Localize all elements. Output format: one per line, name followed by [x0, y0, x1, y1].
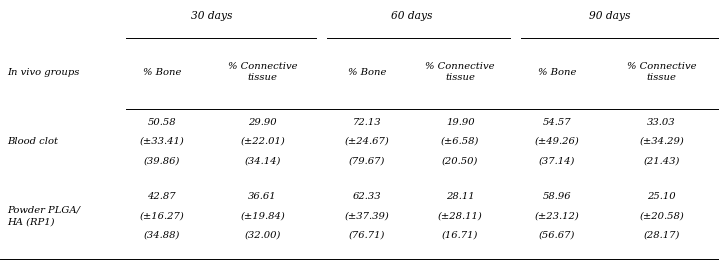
- Text: 19.90: 19.90: [446, 118, 475, 127]
- Text: 33.03: 33.03: [647, 118, 676, 127]
- Text: (56.67): (56.67): [539, 231, 575, 240]
- Text: (±24.67): (±24.67): [344, 137, 389, 146]
- Text: (±34.29): (±34.29): [639, 137, 684, 146]
- Text: % Bone: % Bone: [347, 68, 386, 77]
- Text: % Bone: % Bone: [142, 68, 181, 77]
- Text: (76.71): (76.71): [349, 231, 385, 240]
- Text: 58.96: 58.96: [543, 193, 572, 201]
- Text: 60 days: 60 days: [391, 11, 433, 21]
- Text: % Bone: % Bone: [538, 68, 577, 77]
- Text: Blood clot: Blood clot: [7, 137, 58, 146]
- Text: (32.00): (32.00): [244, 231, 280, 240]
- Text: (79.67): (79.67): [349, 156, 385, 165]
- Text: 36.61: 36.61: [248, 193, 277, 201]
- Text: 62.33: 62.33: [352, 193, 381, 201]
- Text: 28.11: 28.11: [446, 193, 475, 201]
- Text: (±23.12): (±23.12): [535, 212, 580, 221]
- Text: (21.43): (21.43): [644, 156, 679, 165]
- Text: 29.90: 29.90: [248, 118, 277, 127]
- Text: (±20.58): (±20.58): [639, 212, 684, 221]
- Text: (±22.01): (±22.01): [240, 137, 285, 146]
- Text: 90 days: 90 days: [589, 11, 631, 21]
- Text: 72.13: 72.13: [352, 118, 381, 127]
- Text: (20.50): (20.50): [442, 156, 478, 165]
- Text: (34.14): (34.14): [244, 156, 280, 165]
- Text: (±49.26): (±49.26): [535, 137, 580, 146]
- Text: 54.57: 54.57: [543, 118, 572, 127]
- Text: 25.10: 25.10: [647, 193, 676, 201]
- Text: % Connective
tissue: % Connective tissue: [426, 62, 495, 82]
- Text: 30 days: 30 days: [191, 11, 233, 21]
- Text: (16.71): (16.71): [442, 231, 478, 240]
- Text: (39.86): (39.86): [144, 156, 180, 165]
- Text: (±28.11): (±28.11): [438, 212, 482, 221]
- Text: 50.58: 50.58: [147, 118, 176, 127]
- Text: Powder PLGA/
HA (RP1): Powder PLGA/ HA (RP1): [7, 206, 81, 226]
- Text: (34.88): (34.88): [144, 231, 180, 240]
- Text: (±6.58): (±6.58): [441, 137, 480, 146]
- Text: 42.87: 42.87: [147, 193, 176, 201]
- Text: (±16.27): (±16.27): [139, 212, 184, 221]
- Text: % Connective
tissue: % Connective tissue: [627, 62, 696, 82]
- Text: In vivo groups: In vivo groups: [7, 68, 80, 77]
- Text: (37.14): (37.14): [539, 156, 575, 165]
- Text: (±37.39): (±37.39): [344, 212, 389, 221]
- Text: (±19.84): (±19.84): [240, 212, 285, 221]
- Text: % Connective
tissue: % Connective tissue: [228, 62, 297, 82]
- Text: (±33.41): (±33.41): [139, 137, 184, 146]
- Text: (28.17): (28.17): [644, 231, 679, 240]
